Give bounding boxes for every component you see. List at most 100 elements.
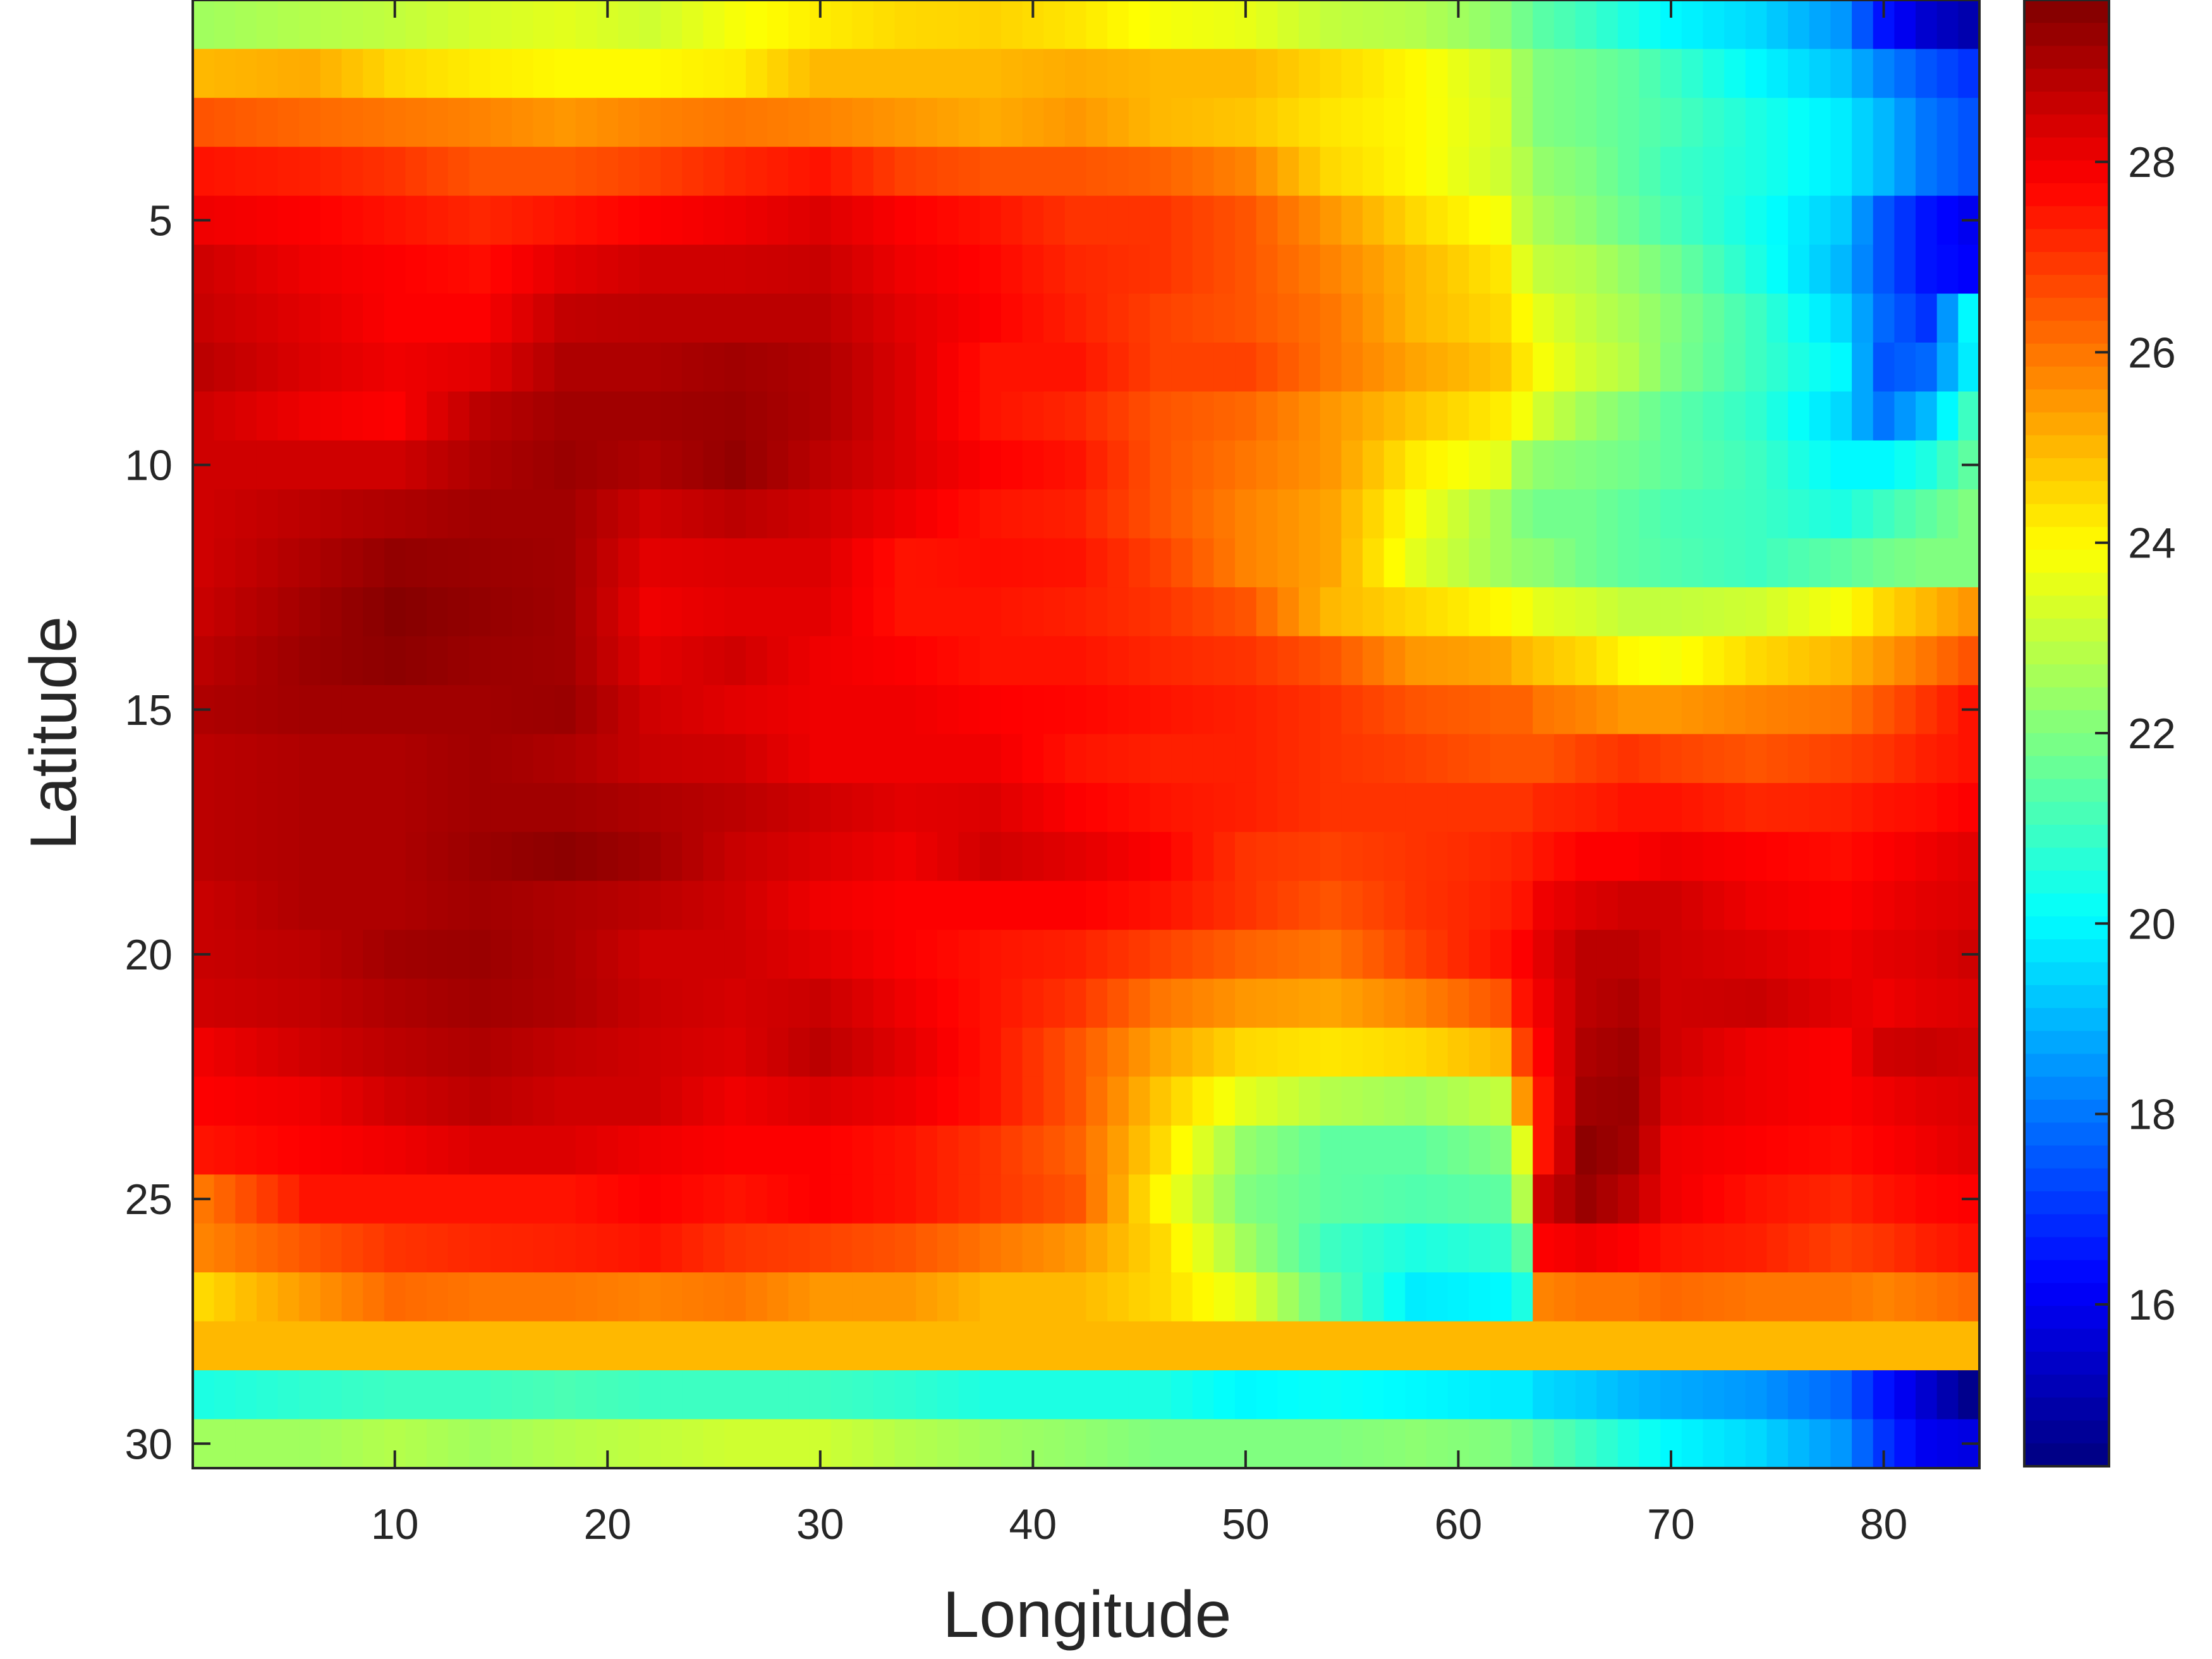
heatmap-cell	[1383, 1125, 1406, 1176]
heatmap-cell	[1363, 832, 1385, 882]
heatmap-cell	[235, 245, 257, 295]
heatmap-cell	[1341, 1370, 1363, 1420]
heatmap-cell	[1639, 0, 1661, 50]
heatmap-cell	[767, 832, 789, 882]
heatmap-cell	[384, 1321, 406, 1371]
heatmap-cell	[490, 1174, 513, 1224]
heatmap-cell	[384, 1076, 406, 1126]
heatmap-cell	[1766, 832, 1789, 882]
heatmap-cell	[1064, 880, 1087, 931]
heatmap-cell	[1533, 343, 1555, 392]
heatmap-cell	[299, 1174, 321, 1224]
heatmap-cell	[1192, 49, 1215, 99]
heatmap-cell	[1213, 1370, 1236, 1420]
heatmap-cell	[1341, 538, 1363, 588]
heatmap-cell	[1128, 147, 1151, 197]
heatmap-cell	[193, 1125, 215, 1176]
heatmap-cell	[1553, 1028, 1576, 1078]
heatmap-cell	[256, 587, 279, 637]
x-tick-label: 20	[583, 1500, 631, 1548]
heatmap-cell	[1277, 147, 1299, 197]
heatmap-cell	[1426, 930, 1449, 980]
heatmap-cell	[1447, 538, 1470, 588]
heatmap-cell	[1766, 880, 1789, 931]
heatmap-cell	[299, 1125, 321, 1176]
heatmap-cell	[958, 636, 981, 686]
heatmap-cell	[1788, 734, 1810, 784]
heatmap-cell	[1107, 930, 1129, 980]
heatmap-cell	[405, 195, 427, 245]
heatmap-cell	[916, 587, 938, 637]
heatmap-cell	[1086, 930, 1108, 980]
heatmap-cell	[1299, 1174, 1321, 1224]
heatmap-cell	[384, 538, 406, 588]
heatmap-cell	[1936, 587, 1959, 637]
heatmap-cell	[214, 147, 236, 197]
heatmap-cell	[405, 1419, 427, 1469]
heatmap-cell	[1894, 1028, 1916, 1078]
heatmap-cell	[427, 1321, 449, 1371]
heatmap-cell	[554, 293, 576, 343]
colorbar-segment	[2024, 1397, 2109, 1421]
heatmap-cell	[1936, 1321, 1959, 1371]
heatmap-cell	[1341, 1125, 1363, 1176]
heatmap-cell	[1745, 147, 1768, 197]
heatmap-cell	[277, 978, 300, 1028]
heatmap-cell	[1447, 1223, 1470, 1273]
heatmap-cell	[1043, 636, 1066, 686]
heatmap-cell	[427, 343, 449, 392]
heatmap-cell	[299, 245, 321, 295]
heatmap-cell	[1426, 1174, 1449, 1224]
heatmap-cell	[788, 538, 810, 588]
heatmap-cell	[916, 1174, 938, 1224]
heatmap-cell	[958, 1370, 981, 1420]
heatmap-cell	[1022, 734, 1044, 784]
heatmap-cell	[1064, 587, 1087, 637]
heatmap-cell	[703, 293, 726, 343]
heatmap-cell	[1363, 538, 1385, 588]
heatmap-cell	[1533, 293, 1555, 343]
heatmap-cell	[809, 1272, 832, 1322]
heatmap-cell	[575, 587, 598, 637]
heatmap-cell	[1320, 734, 1342, 784]
heatmap-cell	[1469, 0, 1491, 50]
heatmap-cell	[1936, 1419, 1959, 1469]
heatmap-cell	[1405, 195, 1427, 245]
heatmap-cell	[1150, 0, 1172, 50]
heatmap-cell	[341, 391, 364, 441]
heatmap-cell	[1192, 930, 1215, 980]
heatmap-cell	[894, 1223, 917, 1273]
heatmap-cell	[1553, 1076, 1576, 1126]
heatmap-cell	[958, 293, 981, 343]
heatmap-cell	[1873, 1174, 1895, 1224]
heatmap-cell	[1277, 538, 1299, 588]
heatmap-cell	[1766, 1419, 1789, 1469]
colorbar-segment	[2024, 1306, 2109, 1330]
heatmap-cell	[830, 734, 853, 784]
heatmap-cell	[1681, 147, 1704, 197]
heatmap-cell	[575, 1272, 598, 1322]
heatmap-cell	[1277, 97, 1299, 148]
heatmap-cell	[1213, 245, 1236, 295]
heatmap-cell	[1171, 147, 1193, 197]
heatmap-cell	[1617, 978, 1640, 1028]
heatmap-cell	[1426, 1223, 1449, 1273]
heatmap-cell	[1873, 391, 1895, 441]
colorbar-segment	[2024, 1237, 2109, 1261]
heatmap-cell	[788, 1174, 810, 1224]
heatmap-cell	[1469, 1076, 1491, 1126]
heatmap-cell	[746, 489, 768, 539]
heatmap-cell	[1213, 195, 1236, 245]
heatmap-cell	[788, 0, 810, 50]
heatmap-cell	[1830, 0, 1852, 50]
heatmap-cell	[724, 1419, 746, 1469]
heatmap-cell	[1724, 293, 1746, 343]
heatmap-cell	[1639, 440, 1661, 490]
heatmap-cell	[490, 782, 513, 833]
heatmap-cell	[1447, 97, 1470, 148]
heatmap-cell	[1383, 734, 1406, 784]
heatmap-cell	[341, 978, 364, 1028]
heatmap-cell	[1788, 832, 1810, 882]
heatmap-cell	[1426, 1272, 1449, 1322]
